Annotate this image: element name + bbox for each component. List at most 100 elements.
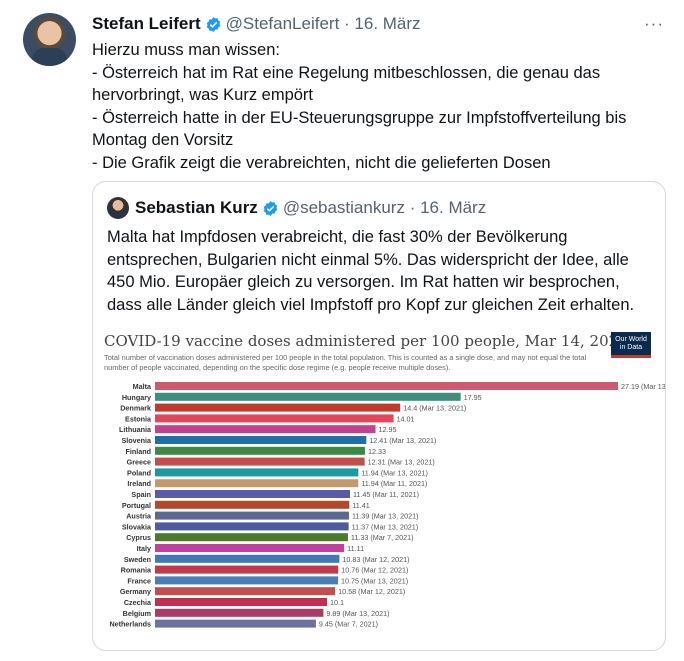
bar-category-label: Portugal	[122, 501, 151, 510]
tweet-text: Hierzu muss man wissen: - Österreich hat…	[92, 39, 662, 174]
bar-category-label: Denmark	[120, 404, 151, 413]
bar-category-label: France	[127, 576, 151, 585]
bar	[155, 500, 350, 509]
bar-category-label: Poland	[127, 468, 151, 477]
bar-category-label: Spain	[131, 490, 151, 499]
quoted-tweet[interactable]: Sebastian Kurz @sebastiankurz · 16. März…	[92, 181, 666, 651]
bar	[155, 490, 350, 498]
bar	[155, 425, 376, 434]
bar	[155, 468, 359, 477]
bar	[155, 382, 618, 390]
bar-value-label: 9.45 (Mar 7, 2021)	[319, 620, 378, 629]
bar-value-label: 14.01	[397, 414, 415, 423]
author-name[interactable]: Stefan Leifert	[92, 14, 201, 33]
quoted-line: dass alle Länder gleich viel Impfstoff p…	[107, 295, 635, 314]
bar	[155, 522, 349, 531]
bar	[155, 446, 365, 455]
bar-category-label: Italy	[137, 544, 151, 553]
bar	[155, 565, 339, 574]
verified-badge-icon	[263, 200, 278, 216]
owid-logo-line: in Data	[619, 344, 643, 351]
bar-value-label: 10.76 (Mar 12, 2021)	[341, 566, 408, 575]
author-handle[interactable]: @StefanLeifert	[225, 14, 340, 33]
bar-category-label: Lithuania	[119, 425, 152, 434]
bar-value-label: 9.89 (Mar 13, 2021)	[326, 609, 389, 618]
tweet-line: Hierzu muss man wissen:	[92, 41, 280, 59]
bar-value-label: 14.4 (Mar 13, 2021)	[403, 404, 466, 413]
bar-category-label: Netherlands	[109, 620, 151, 629]
bar-value-label: 11.33 (Mar 7, 2021)	[351, 533, 414, 542]
tweet-line: hervorbringt, was Kurz empört	[92, 86, 314, 104]
bar-value-label: 10.75 (Mar 13, 2021)	[341, 576, 408, 585]
bar	[155, 511, 349, 520]
bar-value-label: 11.37 (Mar 13, 2021)	[352, 522, 419, 531]
bar-value-label: 11.94 (Mar 13, 2021)	[361, 468, 428, 477]
bar-value-label: 12.31 (Mar 13, 2021)	[368, 458, 435, 467]
tweet-line: Montag den Vorsitz	[92, 131, 234, 149]
tweet-date[interactable]: · 16. März	[344, 14, 421, 33]
bar	[155, 457, 365, 466]
bar-value-label: 11.11	[347, 544, 364, 553]
tweet-line: - Die Grafik zeigt die verabreichten, ni…	[92, 153, 551, 172]
bar-category-label: Hungary	[122, 393, 151, 402]
bar	[155, 392, 461, 401]
bar-value-label: 17.95	[464, 393, 482, 402]
bar-category-label: Austria	[126, 512, 152, 521]
bar-category-label: Slovenia	[121, 436, 152, 445]
chart-subtitle: Total number of vaccination doses admini…	[104, 353, 587, 372]
bar-category-label: Ireland	[127, 479, 151, 488]
bar-category-label: Belgium	[123, 609, 151, 618]
quoted-author-avatar[interactable]	[107, 197, 129, 219]
bar	[155, 533, 348, 542]
bar	[155, 587, 336, 596]
bar-value-label: 12.95	[379, 425, 397, 434]
bar-value-label: 11.41	[352, 501, 369, 510]
bar	[155, 544, 345, 552]
bar-category-label: Finland	[125, 447, 151, 456]
quoted-tweet-header: Sebastian Kurz @sebastiankurz · 16. März	[107, 196, 486, 220]
bar-category-label: Sweden	[124, 555, 151, 564]
quoted-author-handle[interactable]: @sebastiankurz	[282, 198, 405, 217]
bar	[155, 619, 316, 628]
bar-chart: Malta 27.19 (Mar 13, 2021) Hungary 17.95 Den…	[109, 382, 665, 629]
bar	[155, 554, 340, 563]
bar-category-label: Greece	[127, 458, 151, 467]
bar	[155, 576, 339, 585]
tweet-header: Stefan Leifert @StefanLeifert · 16. März	[92, 13, 421, 35]
bar-value-label: 12.41 (Mar 13, 2021)	[369, 436, 436, 445]
bar-value-label: 10.1	[330, 598, 344, 607]
verified-badge-icon	[206, 16, 220, 32]
bar-category-label: Cyprus	[126, 533, 151, 542]
vaccine-chart-image[interactable]: COVID-19 vaccine doses administered per …	[93, 322, 665, 650]
bar	[155, 598, 327, 606]
author-avatar[interactable]	[23, 13, 76, 66]
bar-category-label: Czechia	[124, 598, 152, 607]
bar-category-label: Romania	[121, 566, 152, 575]
bar-value-label: 11.94 (Mar 11, 2021)	[361, 479, 427, 488]
bar	[155, 436, 367, 444]
tweet-line: - Österreich hat im Rat eine Regelung mi…	[92, 63, 601, 82]
bar-category-label: Slovakia	[122, 522, 152, 531]
quoted-line: 450 Mio. Europäer gleich zu versorgen. I…	[107, 273, 620, 291]
bar-category-label: Malta	[133, 382, 152, 391]
bar	[155, 608, 324, 617]
avatar-shirt	[32, 48, 67, 66]
bar-value-label: 10.83 (Mar 12, 2021)	[342, 555, 409, 564]
chart-title: COVID-19 vaccine doses administered per …	[104, 332, 628, 350]
bar-value-label: 10.58 (Mar 12, 2021)	[338, 587, 405, 596]
bar	[155, 403, 401, 412]
quoted-line: entsprechen, Bulgarien nicht einmal 5%. …	[107, 250, 629, 269]
quoted-author-name[interactable]: Sebastian Kurz	[135, 198, 258, 217]
more-dots-icon[interactable]: ···	[644, 14, 664, 33]
quoted-line: Malta hat Impfdosen verabreicht, die fas…	[107, 228, 568, 246]
bar	[155, 479, 359, 488]
bar-value-label: 12.33	[368, 447, 386, 456]
bar-value-label: 27.19 (Mar 13, 2021)	[621, 382, 665, 391]
owid-logo-line: Our World	[615, 336, 647, 343]
bar	[155, 414, 394, 423]
bar-category-label: Estonia	[125, 414, 152, 423]
owid-logo: Our World in Data	[611, 332, 651, 358]
bar-value-label: 11.39 (Mar 13, 2021)	[352, 512, 419, 521]
quoted-tweet-date[interactable]: · 16. März	[409, 198, 487, 217]
bar-value-label: 11.45 (Mar 11, 2021)	[353, 490, 419, 499]
